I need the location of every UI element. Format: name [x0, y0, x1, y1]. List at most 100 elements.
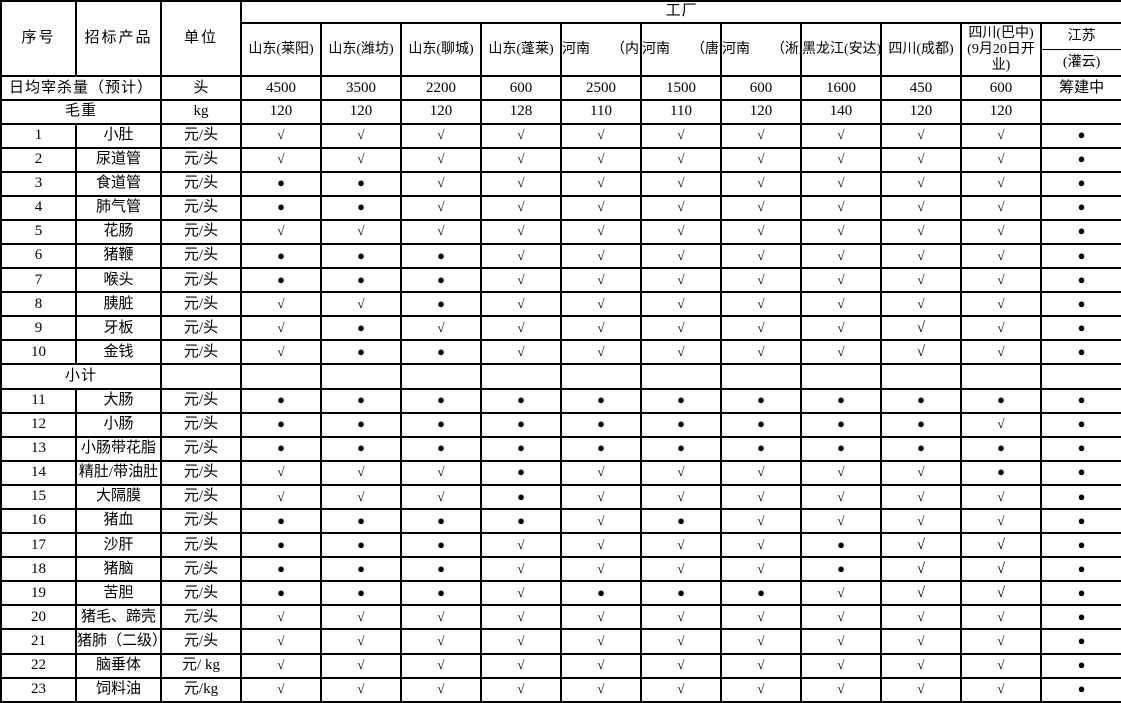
product-column-header: 招标产品 — [75, 0, 162, 78]
mark-cell: √ — [480, 291, 562, 318]
factory-header-liaocheng: 山东(聊城) — [400, 22, 482, 78]
mark-cell: ● — [960, 435, 1042, 462]
unit-cell: 元/头 — [160, 483, 242, 511]
mark-cell: ● — [640, 387, 722, 414]
unit-cell: 元/头 — [160, 315, 242, 342]
mark-cell: √ — [720, 194, 802, 221]
mark-cell: ● — [1039, 508, 1121, 535]
mark-cell: √ — [320, 604, 402, 631]
mark-cell: √ — [640, 676, 722, 703]
mark-cell: √ — [240, 146, 322, 173]
mark-cell: ● — [1039, 339, 1121, 366]
mark-cell: ● — [800, 556, 882, 583]
product-name-cell: 大隔膜 — [75, 483, 162, 511]
unit-cell: 元/头 — [160, 170, 242, 197]
mark-cell: √ — [960, 652, 1042, 679]
mark-cell: √ — [480, 604, 562, 631]
serial-cell: 19 — [0, 580, 77, 607]
mark-cell: √ — [560, 676, 642, 703]
mark-cell: ● — [480, 459, 562, 486]
factory-header-jiangsu-guanyun: 江苏 (灌云) — [1039, 22, 1121, 78]
mark-cell: √ — [880, 170, 962, 197]
mark-cell: √ — [800, 483, 882, 511]
factory-header-chengdu: 四川(成都) — [880, 22, 962, 78]
mark-cell: ● — [1039, 267, 1121, 294]
unit-cell: 元/ kg — [160, 652, 242, 679]
mark-cell: √ — [800, 459, 882, 486]
mark-cell: ● — [1039, 122, 1121, 149]
product-name-cell: 花肠 — [75, 218, 162, 245]
product-name-cell: 小肠带花脂 — [75, 435, 162, 462]
weight-value-cell: 128 — [480, 99, 562, 125]
product-row: 23 饲料油 元/kg √ √ √ √ √ √ √ √ √ √ ● — [0, 676, 1121, 703]
unit-cell: 元/头 — [160, 194, 242, 221]
mark-cell: ● — [400, 532, 482, 559]
mark-cell — [720, 363, 802, 390]
mark-cell: √ — [560, 532, 642, 559]
mark-cell: √ — [800, 291, 882, 318]
mark-cell: ● — [720, 435, 802, 462]
mark-cell: √ — [800, 604, 882, 631]
product-name-cell: 精肚/带油肚 — [75, 459, 162, 486]
product-name-cell: 脑垂体 — [75, 652, 162, 679]
mark-cell — [880, 363, 962, 390]
serial-cell: 23 — [0, 676, 77, 703]
serial-cell: 13 — [0, 435, 77, 462]
mark-cell: ● — [240, 508, 322, 535]
mark-cell: √ — [400, 170, 482, 197]
mark-cell: √ — [640, 242, 722, 270]
serial-cell: 18 — [0, 556, 77, 583]
product-name-cell: 肺气管 — [75, 194, 162, 221]
mark-cell: ● — [800, 387, 882, 414]
mark-cell: √ — [640, 267, 722, 294]
mark-cell: ● — [320, 339, 402, 366]
weight-value-cell: 120 — [240, 99, 322, 125]
mark-cell: ● — [240, 532, 322, 559]
mark-cell: ● — [240, 387, 322, 414]
mark-cell: √ — [960, 170, 1042, 197]
mark-cell — [560, 363, 642, 390]
mark-cell: √ — [400, 628, 482, 655]
mark-cell: √ — [880, 122, 962, 149]
mark-cell: √ — [480, 652, 562, 679]
unit-cell: 元/头 — [160, 339, 242, 366]
mark-cell: √ — [880, 483, 962, 511]
serial-cell: 14 — [0, 459, 77, 486]
product-row: 22 脑垂体 元/ kg √ √ √ √ √ √ √ √ √ √ ● — [0, 652, 1121, 679]
serial-cell: 16 — [0, 508, 77, 535]
mark-cell: ● — [400, 556, 482, 583]
mark-cell — [240, 363, 322, 390]
unit-cell: 元/头 — [160, 411, 242, 438]
mark-cell: ● — [1039, 652, 1121, 679]
mark-cell: √ — [720, 556, 802, 583]
mark-cell: √ — [240, 122, 322, 149]
mark-cell: ● — [400, 435, 482, 462]
product-row: 7 喉头 元/头 ● ● ● √ √ √ √ √ √ √ ● — [0, 267, 1121, 294]
mark-cell: √ — [480, 532, 562, 559]
jiangsu-city-label: (灌云) — [1043, 49, 1121, 74]
mark-cell: ● — [320, 532, 402, 559]
serial-cell: 3 — [0, 170, 77, 197]
mark-cell: √ — [880, 556, 962, 583]
product-row: 16 猪血 元/头 ● ● ● ● √ ● √ √ √ √ ● — [0, 508, 1121, 535]
mark-cell: ● — [400, 508, 482, 535]
mark-cell: ● — [320, 242, 402, 270]
mark-cell: √ — [960, 194, 1042, 221]
mark-cell: √ — [240, 652, 322, 679]
mark-cell: √ — [400, 218, 482, 245]
mark-cell: √ — [640, 146, 722, 173]
weight-value-cell — [1039, 99, 1121, 125]
mark-cell — [960, 363, 1042, 390]
unit-cell: 元/头 — [160, 604, 242, 631]
product-name-cell: 猪毛、蹄壳 — [75, 604, 162, 631]
mark-cell: ● — [1039, 242, 1121, 270]
mark-cell: ● — [560, 580, 642, 607]
mark-cell: √ — [560, 315, 642, 342]
unit-cell: 元/头 — [160, 291, 242, 318]
mark-cell — [640, 363, 722, 390]
factory-group-header: 工厂 — [239, 0, 1121, 25]
mark-cell: √ — [880, 146, 962, 173]
product-row: 6 猪鞭 元/头 ● ● ● √ √ √ √ √ √ √ ● — [0, 242, 1121, 270]
mark-cell: ● — [880, 387, 962, 414]
mark-cell: √ — [960, 676, 1042, 703]
